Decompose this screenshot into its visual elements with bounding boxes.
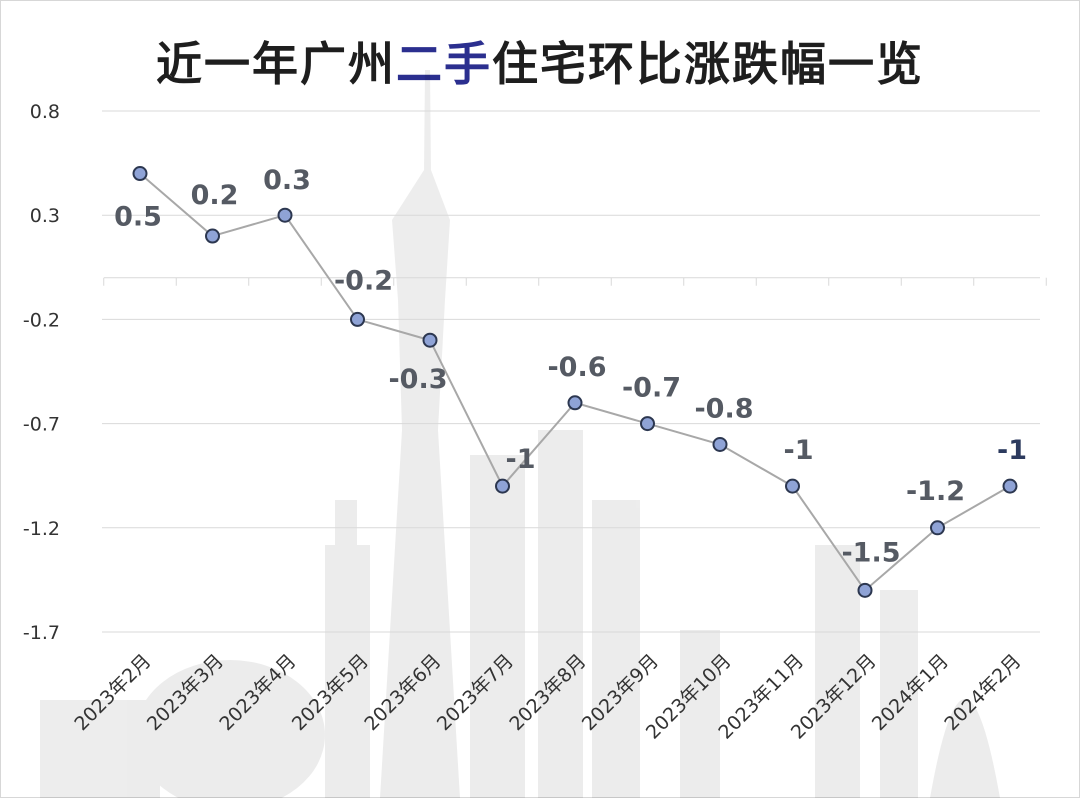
y-tick-label: -0.7 [23,414,60,436]
data-point [495,478,510,494]
data-label: -1 [784,435,814,466]
data-point [277,207,293,223]
data-point [930,520,945,536]
y-tick-label: 0.3 [30,205,60,227]
grid-lines [102,110,1047,633]
data-point [132,166,148,182]
y-axis-ticks: 0.8 0.3 -0.2 -0.7 -1.2 -1.7 [23,101,60,644]
data-label: -1.5 [841,537,900,568]
chart-title: 近一年广州二手住宅环比涨跌幅一览 [0,28,1080,94]
data-label: 0.2 [191,180,239,211]
data-label: -0.8 [694,393,753,424]
title-highlight: 二手 [396,37,492,91]
data-label: -0.7 [622,373,681,404]
data-label: -1 [506,444,536,475]
data-point [567,395,583,411]
data-point [640,416,655,432]
city-skyline-watermark [40,70,1000,798]
data-label: -0.3 [388,364,447,395]
data-point [857,582,873,598]
y-tick-label: 0.8 [30,101,60,123]
data-point [712,436,728,452]
data-point [422,332,438,348]
marker-group [132,166,1018,598]
data-point [350,311,365,327]
data-label: -0.6 [547,352,606,383]
y-tick-label: -1.2 [23,518,60,540]
data-label: -1.2 [906,476,965,507]
data-label: 0.3 [263,165,311,196]
data-label: -0.2 [334,265,393,296]
y-tick-label: -1.7 [23,622,60,644]
data-label: -1 [997,435,1027,466]
data-point [785,478,800,494]
data-point [205,228,220,244]
title-part-1: 近一年广州 [156,37,396,91]
title-part-2: 住宅环比涨跌幅一览 [492,37,924,91]
x-tick-label: 2024年2月 [940,650,1025,735]
data-label-group: 0.5 0.2 0.3 -0.2 -0.3 -1 -0.6 -0.7 -0.8 -1 -1.5-1.… [114,165,1027,568]
data-label: 0.5 [114,202,162,233]
y-tick-label: -0.2 [23,309,60,331]
data-point [1002,478,1018,494]
